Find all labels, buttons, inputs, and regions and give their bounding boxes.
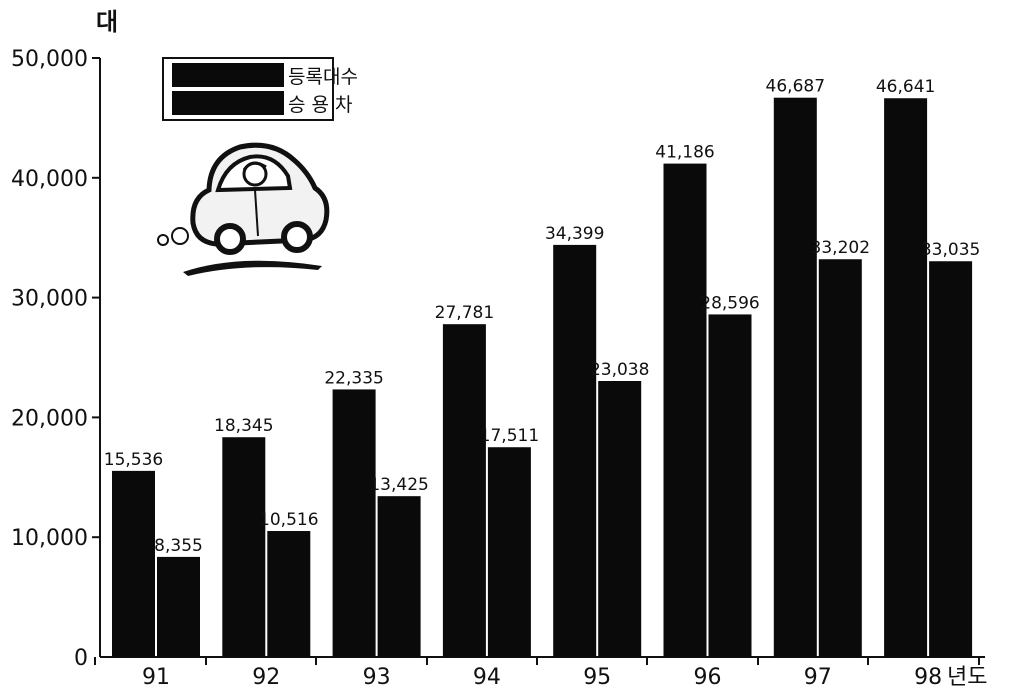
- data-label: 41,186: [655, 143, 714, 163]
- legend: 등록대수 승 용 차: [162, 57, 358, 121]
- x-axis-ticks: 91 92 93 94 95 96 97 98: [94, 657, 980, 690]
- data-label: 8,355: [154, 536, 203, 556]
- bar-registrations-95: [553, 244, 597, 658]
- legend-swatch-passenger-cars: [172, 91, 284, 115]
- bar-passenger-cars-93: [377, 496, 421, 657]
- car-wheel-front: [214, 223, 246, 255]
- bar-passenger-cars-97: [818, 259, 862, 657]
- y-axis-unit: 대: [96, 8, 118, 36]
- bar-registrations-92: [222, 437, 266, 657]
- x-tick-label: 91: [142, 665, 170, 690]
- bar-passenger-cars-91: [157, 556, 200, 657]
- x-tick-label: 94: [473, 665, 501, 690]
- bar-passenger-cars-95: [598, 381, 642, 657]
- x-tick-label: 92: [252, 665, 280, 690]
- driver-hair: [242, 161, 267, 171]
- bar-registrations-91: [112, 470, 155, 657]
- data-label: 10,516: [259, 510, 318, 530]
- exhaust-puff-large: [171, 227, 189, 245]
- legend-label-passenger-cars: 승 용 차: [288, 94, 353, 116]
- data-label: 13,425: [369, 475, 428, 495]
- data-label: 46,641: [876, 77, 935, 97]
- y-tick-label: 40,000: [11, 167, 88, 192]
- x-axis-title: 년도: [947, 665, 987, 690]
- x-tick-label: 97: [804, 665, 832, 690]
- bar-registrations-98: [884, 98, 928, 657]
- x-tick-label: 95: [583, 665, 611, 690]
- legend-swatch-registrations: [172, 63, 284, 87]
- data-label: 27,781: [435, 303, 494, 323]
- y-tick-label: 0: [74, 646, 88, 671]
- bars: [112, 97, 973, 658]
- bar-passenger-cars-92: [267, 531, 311, 657]
- bar-passenger-cars-98: [929, 261, 973, 657]
- car-door-line: [254, 189, 259, 237]
- x-tick-label: 93: [363, 665, 391, 690]
- data-label: 23,038: [590, 360, 649, 380]
- x-tick-label: 98: [914, 665, 942, 690]
- data-label: 28,596: [700, 293, 759, 313]
- exhaust-puff-small: [157, 234, 169, 246]
- car-wheel-rear: [281, 221, 313, 253]
- y-axis-ticks: 0 10,000 20,000 30,000 40,000 50,000: [11, 47, 100, 671]
- data-label: 17,511: [480, 426, 539, 446]
- y-tick-label: 10,000: [11, 526, 88, 551]
- data-label: 33,202: [811, 238, 870, 258]
- data-label: 18,345: [214, 416, 273, 436]
- bar-registrations-93: [332, 389, 376, 657]
- bar-registrations-97: [773, 97, 817, 657]
- data-label: 34,399: [545, 224, 604, 244]
- x-tick-label: 96: [694, 665, 722, 690]
- data-labels: 15,536 18,345 22,335 27,781 34,399 41,186 46,6…: [104, 77, 981, 556]
- y-tick-label: 50,000: [11, 47, 88, 72]
- bar-passenger-cars-96: [708, 314, 752, 657]
- y-tick-label: 20,000: [11, 406, 88, 431]
- road-line: [183, 260, 322, 276]
- data-label: 46,687: [766, 77, 825, 97]
- bar-passenger-cars-94: [487, 447, 531, 657]
- y-tick-label: 30,000: [11, 287, 88, 312]
- data-label: 22,335: [324, 368, 383, 388]
- data-label: 15,536: [104, 450, 163, 470]
- legend-label-registrations: 등록대수: [288, 66, 358, 88]
- car-cartoon: [157, 142, 330, 276]
- bar-registrations-96: [663, 163, 707, 657]
- data-label: 33,035: [921, 240, 980, 260]
- bar-registrations-94: [442, 324, 486, 657]
